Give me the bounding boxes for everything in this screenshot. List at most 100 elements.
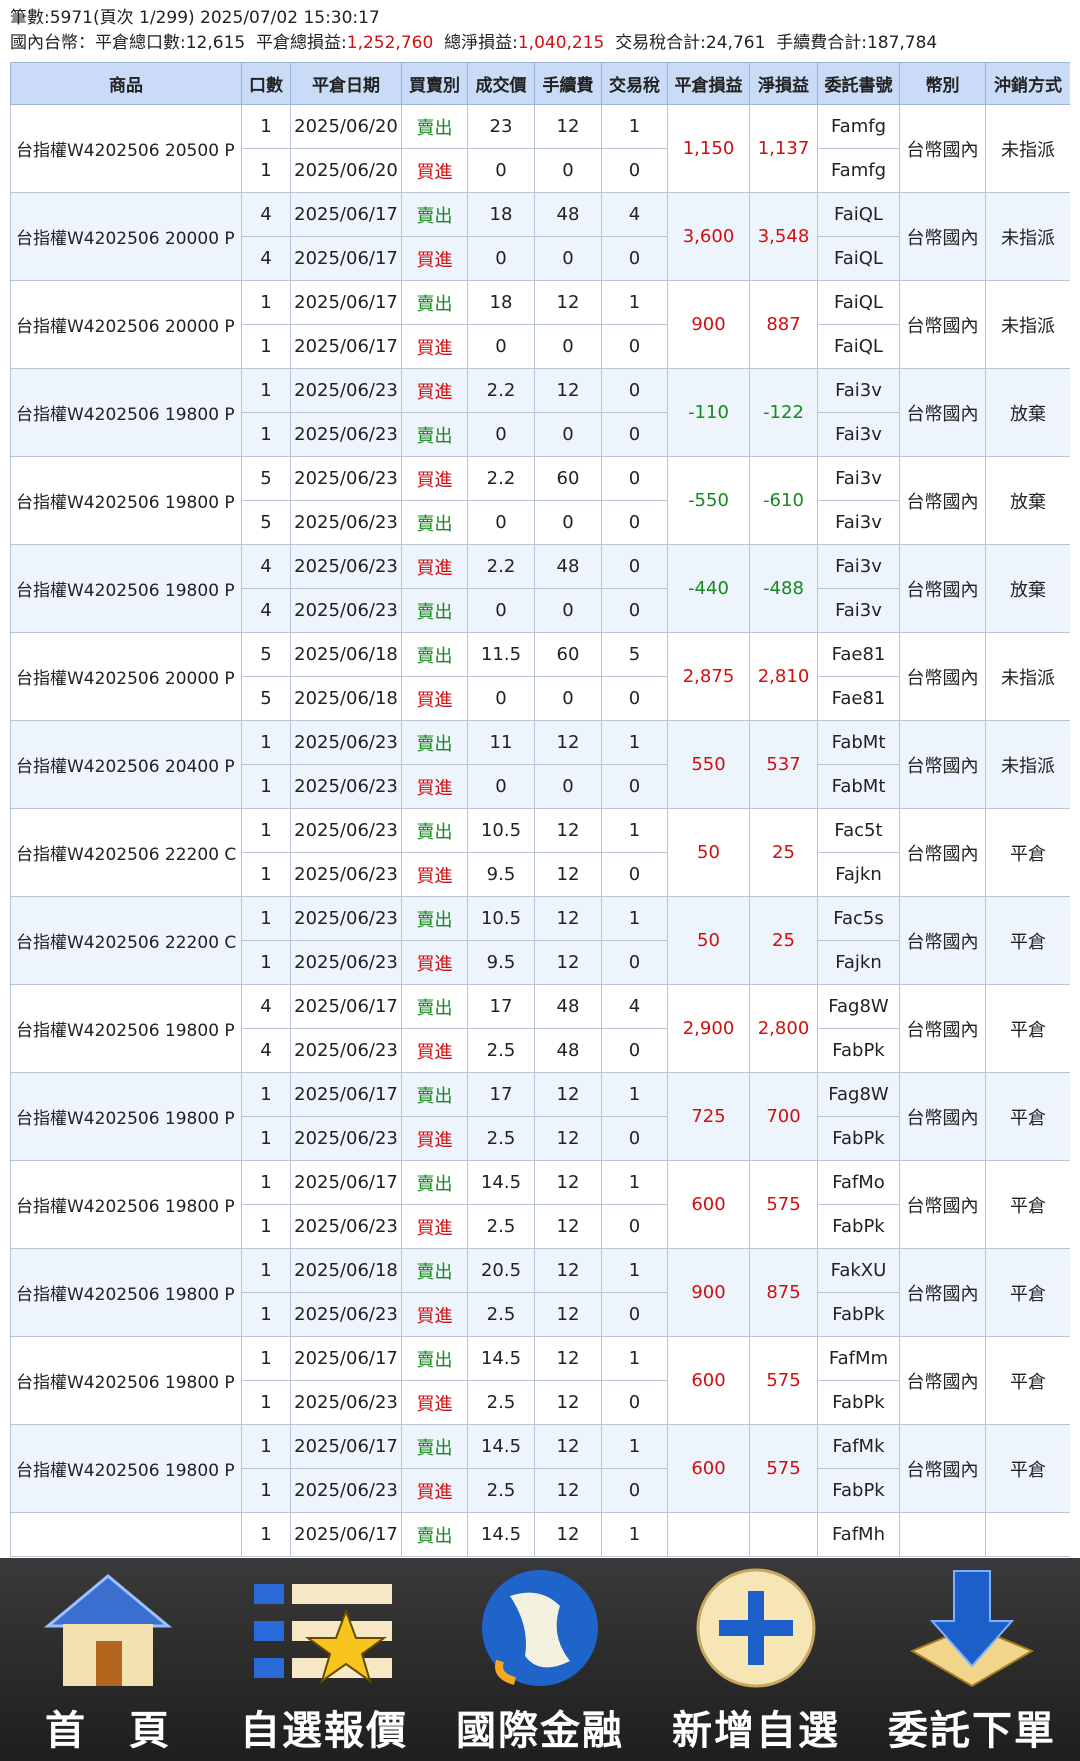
add-button[interactable]: 新增自選 (648, 1558, 864, 1761)
qty: 1 (241, 764, 291, 809)
order-no: Fai3v (817, 500, 900, 545)
order-no: FaiQL (817, 324, 900, 369)
fee: 12 (534, 720, 602, 765)
order-button[interactable]: 委託下單 (864, 1558, 1080, 1761)
close-pnl: 600 (667, 1160, 750, 1249)
order-no: FafMm (817, 1336, 900, 1381)
order-no: Fajkn (817, 852, 900, 897)
watchlist-button[interactable]: 自選報價 (216, 1558, 432, 1761)
net-pnl: 2,800 (749, 984, 818, 1073)
tax: 0 (601, 544, 668, 589)
summary-label: 交易稅合計: (615, 33, 706, 53)
column-header: 買賣別 (401, 62, 468, 105)
fee: 12 (534, 1160, 602, 1205)
price: 2.5 (467, 1116, 535, 1161)
tax: 1 (601, 1160, 668, 1205)
side: 賣出 (401, 104, 468, 149)
order-no: Fai3v (817, 412, 900, 457)
date: 2025/06/20 (290, 104, 402, 149)
qty: 1 (241, 808, 291, 853)
fee: 12 (534, 1424, 602, 1469)
trade-row: 台指權W4202506 19800 P 5 2025/06/23 買進 2.2 60 0 -5… (10, 456, 1070, 545)
tax: 0 (601, 324, 668, 369)
tax: 0 (601, 1380, 668, 1425)
trade-row: 1 2025/06/23 買進 2.5 12 0 FabPk (11, 1116, 1071, 1161)
side: 買進 (401, 852, 468, 897)
net-pnl: 575 (749, 1160, 818, 1249)
trade-row: 台指權W4202506 22200 C 1 2025/06/23 賣出 10.5 12 1 5… (10, 896, 1070, 985)
qty: 5 (241, 456, 291, 501)
tax: 0 (601, 1204, 668, 1249)
date: 2025/06/23 (290, 720, 402, 765)
toolbar-label: 委託下單 (888, 1708, 1056, 1754)
offset-method: 未指派 (985, 280, 1070, 369)
product (10, 1512, 242, 1557)
fee: 12 (534, 1292, 602, 1337)
offset-method (985, 1512, 1070, 1557)
order-no: FabPk (817, 1116, 900, 1161)
date: 2025/06/23 (290, 500, 402, 545)
currency: 台幣國內 (899, 104, 986, 193)
global-button[interactable]: 國際金融 (432, 1558, 648, 1761)
tax: 0 (601, 1028, 668, 1073)
price: 0 (467, 500, 535, 545)
summary-line-1: 筆數:5971(頁次 1/299) 2025/07/02 15:30:17 (10, 6, 937, 31)
currency (899, 1512, 986, 1557)
net-pnl: 875 (749, 1248, 818, 1337)
order-no: FaiQL (817, 192, 900, 237)
home-button[interactable]: 首 頁 (0, 1558, 216, 1761)
record-info: 筆數:5971(頁次 1/299) 2025/07/02 15:30:17 (10, 8, 380, 28)
side: 買進 (401, 236, 468, 281)
watchlist-icon (254, 1584, 392, 1684)
price: 18 (467, 280, 535, 325)
currency: 台幣國內 (899, 456, 986, 545)
date: 2025/06/17 (290, 1512, 402, 1557)
offset-method: 未指派 (985, 632, 1070, 721)
product: 台指權W4202506 22200 C (10, 896, 242, 985)
spacer (604, 33, 615, 53)
date: 2025/06/17 (290, 236, 402, 281)
order-no: FafMo (817, 1160, 900, 1205)
side: 買進 (401, 544, 468, 589)
side: 買進 (401, 368, 468, 413)
side: 賣出 (401, 280, 468, 325)
tax: 0 (601, 368, 668, 413)
qty: 4 (241, 1028, 291, 1073)
column-header: 平倉損益 (667, 62, 750, 105)
qty: 1 (241, 1380, 291, 1425)
fee: 0 (534, 324, 602, 369)
toolbar-label: 國際金融 (456, 1708, 624, 1754)
trade-row: 台指權W4202506 19800 P 1 2025/06/17 賣出 14.5 12 1 6… (10, 1424, 1070, 1513)
column-header: 成交價 (467, 62, 535, 105)
qty: 1 (241, 280, 291, 325)
offset-method: 平倉 (985, 1248, 1070, 1337)
qty: 1 (241, 720, 291, 765)
date: 2025/06/18 (290, 676, 402, 721)
fee: 0 (534, 412, 602, 457)
close-pnl: 2,875 (667, 632, 750, 721)
date: 2025/06/17 (290, 1072, 402, 1117)
order-no: FabPk (817, 1028, 900, 1073)
tax: 0 (601, 588, 668, 633)
price: 14.5 (467, 1336, 535, 1381)
fee: 0 (534, 500, 602, 545)
order-no: FafMk (817, 1424, 900, 1469)
offset-method: 平倉 (985, 896, 1070, 985)
order-no: Fac5t (817, 808, 900, 853)
column-header: 淨損益 (749, 62, 818, 105)
tax: 1 (601, 1072, 668, 1117)
currency: 台幣國內 (899, 192, 986, 281)
fee: 12 (534, 1336, 602, 1381)
side: 賣出 (401, 1424, 468, 1469)
side: 賣出 (401, 1160, 468, 1205)
fee: 60 (534, 632, 602, 677)
product: 台指權W4202506 19800 P (10, 1072, 242, 1161)
qty: 1 (241, 324, 291, 369)
net-pnl: 2,810 (749, 632, 818, 721)
product: 台指權W4202506 19800 P (10, 368, 242, 457)
close-pnl: 600 (667, 1424, 750, 1513)
net-pnl: 3,548 (749, 192, 818, 281)
order-no: FabPk (817, 1204, 900, 1249)
side: 賣出 (401, 1072, 468, 1117)
